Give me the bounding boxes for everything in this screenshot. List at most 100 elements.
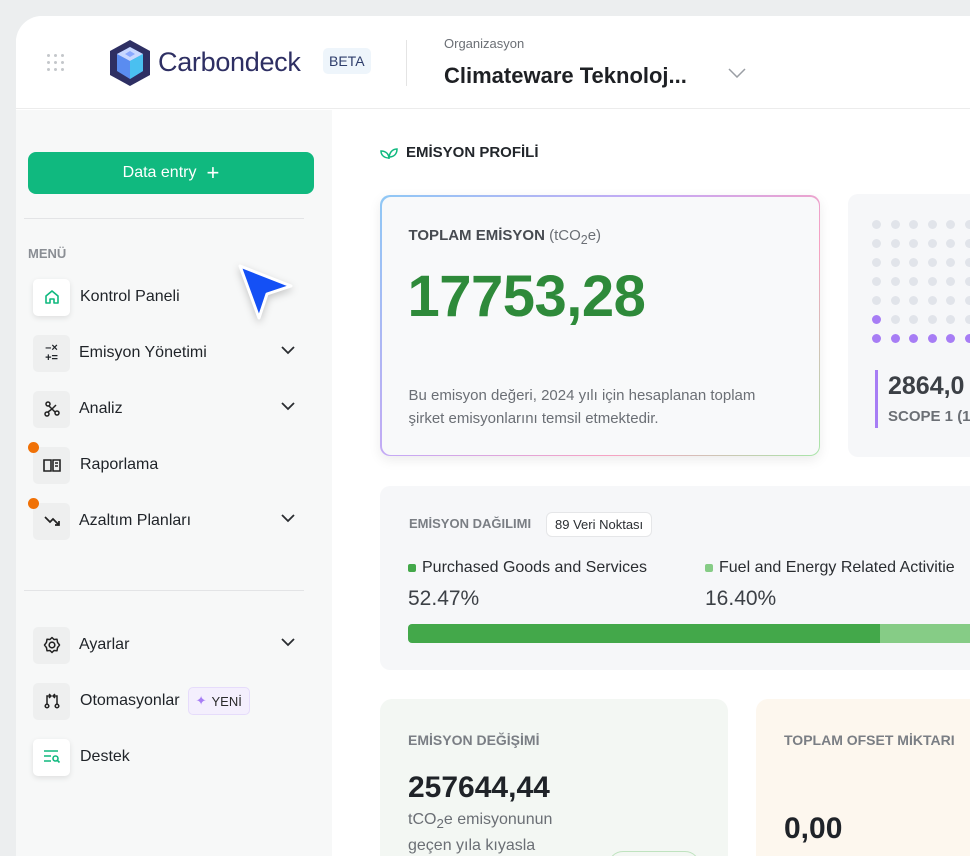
sidebar-item-otomasyonlar[interactable]: Otomasyonlar ✦ YENİ xyxy=(33,682,295,720)
scope-dot xyxy=(927,239,937,248)
notification-dot xyxy=(28,441,39,453)
scope-dot xyxy=(872,239,881,248)
scope-dot xyxy=(890,296,900,305)
leaf-icon xyxy=(380,147,398,159)
scope-dot xyxy=(872,334,881,343)
app-grid-icon[interactable] xyxy=(47,54,64,71)
sidebar-item-kontrol-paneli[interactable]: Kontrol Paneli xyxy=(33,278,295,316)
trend-down-icon xyxy=(43,516,60,526)
cursor-pointer-icon xyxy=(238,264,293,320)
scope-dot xyxy=(964,220,970,229)
scope-dot xyxy=(964,315,970,324)
notification-dot xyxy=(28,497,39,509)
sidebar-item-ayarlar[interactable]: Ayarlar xyxy=(33,626,295,664)
scope-dot xyxy=(909,239,918,248)
scope-dot xyxy=(909,315,918,324)
scope-dot xyxy=(946,220,955,229)
scope-dot xyxy=(890,220,900,229)
scope-dot xyxy=(890,239,900,248)
sidebar-item-azaltim-planlari[interactable]: Azaltım Planları xyxy=(28,497,295,540)
scope-dot xyxy=(872,296,881,305)
sidebar-item-label: Emisyon Yönetimi xyxy=(79,344,207,361)
book-icon xyxy=(42,458,61,472)
scope-dot xyxy=(909,277,918,286)
scope-dot xyxy=(927,258,937,267)
scope-dot xyxy=(927,277,937,286)
sidebar-item-label: Analiz xyxy=(79,400,123,417)
org-label: Organizasyon xyxy=(444,36,525,51)
divider xyxy=(24,218,304,219)
sidebar-item-destek[interactable]: Destek xyxy=(33,738,295,776)
distribution-segment xyxy=(408,624,881,643)
scope-dot xyxy=(872,220,881,229)
total-offset-card: TOPLAM OFSET MİKTARI 0,00 xyxy=(756,699,970,856)
emission-change-label: EMİSYON DEĞİŞİMİ xyxy=(408,732,540,748)
home-icon xyxy=(44,290,59,304)
org-selector[interactable]: Climateware Teknoloj... xyxy=(444,63,687,88)
emission-distribution-card: EMİSYON DAĞILIMI 89 Veri Noktası Purchas… xyxy=(380,486,970,670)
scope-dot xyxy=(964,296,970,305)
scope-dot xyxy=(946,239,955,248)
sidebar-item-label: Ayarlar xyxy=(79,636,130,653)
beta-badge: BETA xyxy=(323,48,371,74)
menu-label: MENÜ xyxy=(28,246,67,261)
sidebar-item-label: Destek xyxy=(80,748,130,765)
offset-label: TOPLAM OFSET MİKTARI xyxy=(784,732,955,748)
data-entry-button[interactable]: Data entry + xyxy=(28,152,314,194)
scope-label: SCOPE 1 (1 xyxy=(888,408,970,425)
total-emission-value: 17753,28 xyxy=(407,263,646,329)
chevron-down-icon[interactable] xyxy=(281,346,295,355)
scope-dot xyxy=(872,315,881,324)
chevron-down-icon[interactable] xyxy=(281,514,295,523)
sidebar-item-analiz[interactable]: Analiz xyxy=(33,390,295,428)
graph-icon xyxy=(43,401,60,417)
gear-icon xyxy=(43,636,60,654)
scope-dot xyxy=(909,296,918,305)
scope-dot-grid xyxy=(872,220,970,343)
workflow-icon xyxy=(43,693,60,709)
scope-dot xyxy=(964,239,970,248)
divider xyxy=(24,590,304,591)
distribution-label: EMİSYON DAĞILIMI xyxy=(409,516,532,531)
scope-dot xyxy=(927,334,937,343)
scope-dot xyxy=(927,315,937,324)
sidebar-item-label: Raporlama xyxy=(80,456,159,473)
chevron-down-icon[interactable] xyxy=(281,402,295,411)
chevron-down-icon[interactable] xyxy=(728,68,746,78)
new-badge-label: YENİ xyxy=(211,693,242,709)
total-emission-description: Bu emisyon değeri, 2024 yılı için hesapl… xyxy=(408,386,756,427)
data-points-badge: 89 Veri Noktası xyxy=(546,512,653,537)
scope-dot xyxy=(909,334,918,343)
sidebar-item-label: Azaltım Planları xyxy=(79,512,192,529)
total-emission-label: TOPLAM EMİSYON (tCO2e) xyxy=(408,226,602,247)
section-title-text: EMİSYON PROFİLİ xyxy=(406,144,539,161)
scope-dot xyxy=(890,277,900,286)
legend-item: Purchased Goods and Services xyxy=(408,559,647,577)
scope-dot xyxy=(872,277,881,286)
segment-percent: 16.40% xyxy=(705,587,777,610)
chevron-down-icon[interactable] xyxy=(281,638,295,647)
scope-dot xyxy=(909,220,918,229)
scope-dot xyxy=(927,296,937,305)
distribution-segment xyxy=(880,624,970,643)
scope-dot xyxy=(964,258,970,267)
emission-change-card: EMİSYON DEĞİŞİMİ 257644,44 tCO2e emisyon… xyxy=(380,699,728,856)
sidebar-item-raporlama[interactable]: Raporlama xyxy=(28,441,295,484)
main-content: EMİSYON PROFİLİ TOPLAM EMİSYON (tCO2e) 1… xyxy=(332,110,970,856)
sidebar-item-label: Otomasyonlar xyxy=(80,692,180,709)
scope-dot xyxy=(946,334,955,343)
legend-swatch xyxy=(408,564,416,572)
sidebar-item-label: Kontrol Paneli xyxy=(80,288,180,305)
legend-swatch xyxy=(705,564,713,572)
app-window: Carbondeck BETA Organizasyon Climateware… xyxy=(16,16,970,856)
sidebar-item-emisyon-yonetimi[interactable]: –× += Emisyon Yönetimi xyxy=(33,334,295,372)
sparkle-icon: ✦ xyxy=(195,693,207,708)
new-badge: ✦ YENİ xyxy=(187,687,250,715)
emission-change-description: tCO2e emisyonunun geçen yıla kıyasla xyxy=(408,811,553,855)
divider xyxy=(406,40,407,86)
scope-dot xyxy=(890,334,900,343)
data-entry-label: Data entry xyxy=(122,164,197,181)
scope-dot xyxy=(964,334,970,343)
scope-value: 2864,0 xyxy=(888,372,965,400)
scope-dot xyxy=(927,220,937,229)
